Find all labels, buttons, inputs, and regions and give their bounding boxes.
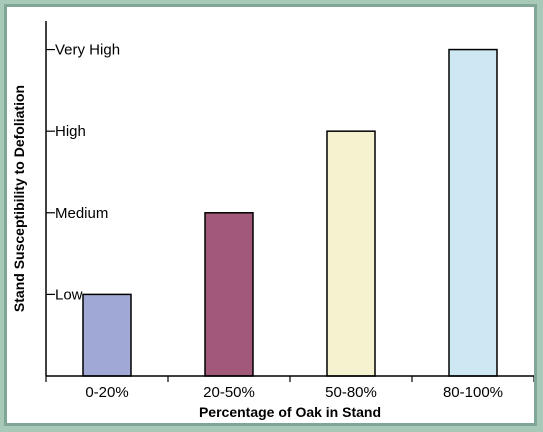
x-ticks-group: 0-20% 20-50% 50-80% 80-100% [45, 376, 534, 401]
y-axis-title: Stand Susceptibility to Defoliation [11, 85, 27, 312]
bar-0-20pct [82, 293, 132, 377]
bar-50-80pct [326, 130, 376, 377]
bar-80-100pct [448, 48, 498, 377]
x-tick-label: 0-20% [85, 384, 128, 401]
bars-group [82, 48, 498, 377]
y-tick-label: High [55, 123, 86, 140]
x-tick-label: 50-80% [325, 384, 377, 401]
y-tick-label: Very High [55, 42, 120, 59]
y-tick-label: Medium [55, 205, 108, 222]
x-tick-label: 80-100% [443, 384, 503, 401]
x-axis-title: Percentage of Oak in Stand [199, 404, 381, 420]
x-tick-label: 20-50% [203, 384, 255, 401]
y-tick-label: Low [55, 286, 83, 303]
y-ticks-group: Low Medium High Very High [46, 42, 120, 303]
bar-20-50pct [204, 212, 254, 377]
chart-frame: Low Medium High Very High 0-20% 20-50% 50-80%… [4, 4, 537, 426]
bar-chart: Low Medium High Very High 0-20% 20-50% 50-80%… [11, 21, 534, 420]
